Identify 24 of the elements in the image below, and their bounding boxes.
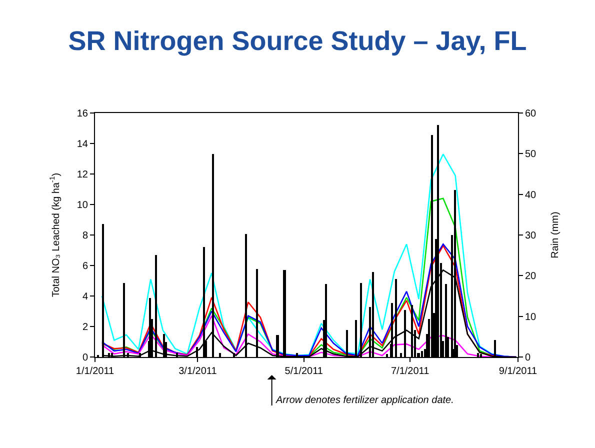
- x-tick-label: 5/1/2011: [284, 366, 324, 377]
- y-tick-label: 10: [76, 200, 88, 211]
- x-tick-label: 3/1/2011: [178, 366, 218, 377]
- y-tick-label: 16: [76, 108, 88, 120]
- y-tick-label: 14: [76, 139, 88, 150]
- y-tick-label: 6: [82, 261, 88, 272]
- y2-tick-label: 40: [525, 190, 537, 201]
- y2-tick-label: 20: [525, 271, 537, 282]
- chart-title: SR Nitrogen Source Study – Jay, FL: [68, 26, 527, 56]
- y2-tick-label: 10: [525, 312, 537, 323]
- x-tick-label: 1/1/2011: [76, 366, 115, 377]
- text: Arrow denotes fertilizer application date.: [275, 395, 454, 406]
- y-tick-label: 2: [82, 322, 88, 333]
- x-tick-label: 9/1/2011: [498, 366, 538, 377]
- y-tick-label: 12: [76, 170, 88, 180]
- y-tick-label: 8: [82, 230, 88, 242]
- y-tick-label: 0: [82, 352, 88, 364]
- y2-tick-label: 30: [525, 230, 537, 242]
- y2-tick-label: 50: [525, 149, 537, 160]
- y2-tick-label: 0: [525, 352, 531, 364]
- y2-axis-title: Rain (mm): [550, 212, 562, 258]
- y-tick-label: 4: [82, 292, 88, 302]
- x-tick-label: 7/1/2011: [390, 366, 430, 377]
- y2-tick-label: 60: [525, 108, 537, 120]
